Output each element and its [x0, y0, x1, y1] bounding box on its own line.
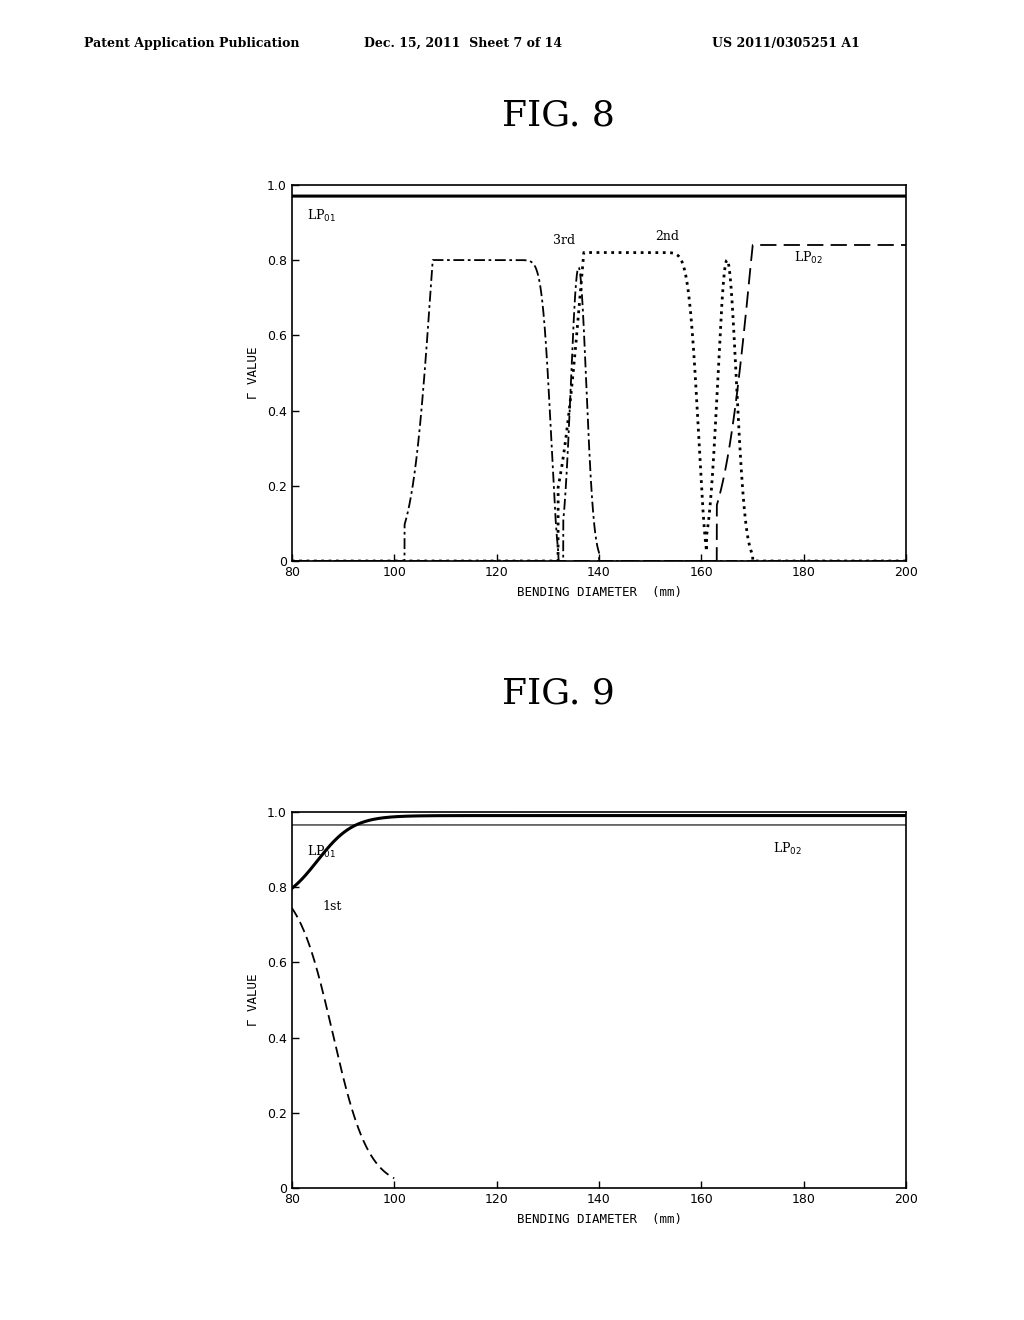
Text: LP$_{02}$: LP$_{02}$	[794, 249, 822, 267]
X-axis label: BENDING DIAMETER  (mm): BENDING DIAMETER (mm)	[516, 1213, 682, 1226]
Text: LP$_{01}$: LP$_{01}$	[307, 845, 336, 861]
Text: Patent Application Publication: Patent Application Publication	[84, 37, 299, 50]
Y-axis label: Γ VALUE: Γ VALUE	[247, 974, 260, 1026]
Text: 1st: 1st	[323, 900, 342, 912]
Text: 2nd: 2nd	[655, 230, 679, 243]
Text: US 2011/0305251 A1: US 2011/0305251 A1	[712, 37, 859, 50]
X-axis label: BENDING DIAMETER  (mm): BENDING DIAMETER (mm)	[516, 586, 682, 599]
Text: 3rd: 3rd	[553, 234, 575, 247]
Text: LP$_{02}$: LP$_{02}$	[773, 841, 802, 857]
Text: Dec. 15, 2011  Sheet 7 of 14: Dec. 15, 2011 Sheet 7 of 14	[364, 37, 561, 50]
Text: FIG. 9: FIG. 9	[502, 676, 614, 710]
Text: LP$_{01}$: LP$_{01}$	[307, 207, 336, 223]
Text: FIG. 8: FIG. 8	[502, 98, 614, 132]
Y-axis label: Γ VALUE: Γ VALUE	[247, 347, 260, 399]
